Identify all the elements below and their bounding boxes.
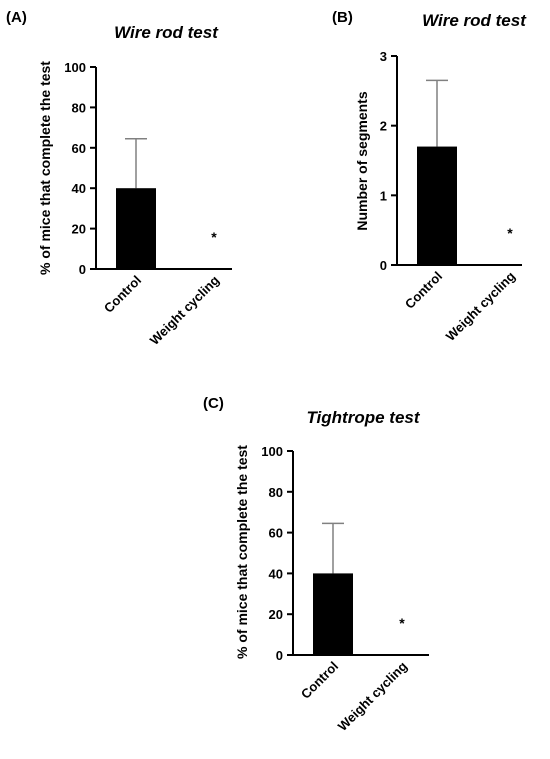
y-tick-label: 40 xyxy=(72,181,86,196)
panel-letter: (B) xyxy=(332,9,353,26)
y-tick-label: 1 xyxy=(380,188,387,203)
y-tick-label: 20 xyxy=(72,222,86,237)
x-category-label: Weight cycling xyxy=(147,272,222,347)
y-axis-label: Number of segments xyxy=(354,91,370,230)
y-tick-label: 80 xyxy=(269,485,283,500)
y-tick-label: 60 xyxy=(269,526,283,541)
bar-control xyxy=(116,188,156,269)
panel-c: (C) Tightrope test % of mice that comple… xyxy=(203,395,429,734)
y-axis-label: % of mice that complete the test xyxy=(37,61,53,275)
bar-control xyxy=(313,573,353,655)
y-tick-label: 100 xyxy=(261,444,283,459)
significance-star: * xyxy=(399,615,405,631)
x-category-label: Weight cycling xyxy=(335,658,410,733)
y-tick-label: 60 xyxy=(72,141,86,156)
y-tick-label: 3 xyxy=(380,49,387,64)
panel-a: (A) Wire rod test % of mice that complet… xyxy=(6,9,232,348)
panel-title: Tightrope test xyxy=(306,408,420,427)
x-category-label: Control xyxy=(402,269,445,312)
y-tick-label: 0 xyxy=(79,262,86,277)
x-category-label: Control xyxy=(101,273,144,316)
panel-title: Wire rod test xyxy=(114,23,219,42)
bar-control xyxy=(417,146,457,265)
y-tick-label: 2 xyxy=(380,119,387,134)
x-category-label: Control xyxy=(298,659,341,702)
y-tick-label: 100 xyxy=(64,60,86,75)
y-tick-label: 0 xyxy=(380,258,387,273)
y-axis-label: % of mice that complete the test xyxy=(234,445,250,659)
panel-letter: (A) xyxy=(6,9,27,26)
y-tick-label: 0 xyxy=(276,648,283,663)
panel-b: (B) Wire rod test Number of segments 0 1 2… xyxy=(332,9,527,344)
y-tick-label: 20 xyxy=(269,607,283,622)
panel-title: Wire rod test xyxy=(422,11,527,30)
y-tick-label: 40 xyxy=(269,566,283,581)
x-category-label: Weight cycling xyxy=(443,268,518,343)
y-tick-label: 80 xyxy=(72,100,86,115)
significance-star: * xyxy=(211,229,217,245)
panel-letter: (C) xyxy=(203,395,224,412)
significance-star: * xyxy=(507,225,513,241)
